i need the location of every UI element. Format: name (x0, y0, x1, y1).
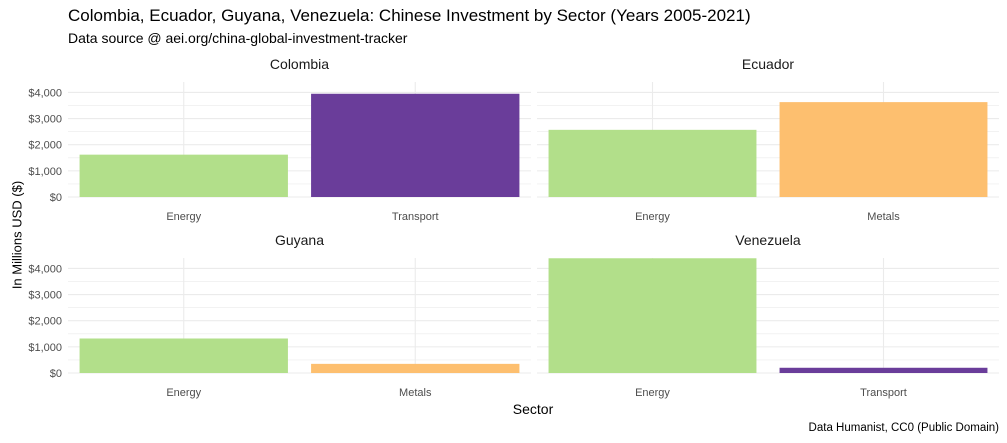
x-tick-label: Energy (166, 387, 201, 399)
x-tick-label: Energy (635, 387, 670, 399)
panel-title-ecuador: Ecuador (742, 56, 794, 72)
panel-guyana: Guyana $0 $1,000 $2,000 $3,000 $4,000 Energy Me… (28, 232, 531, 399)
bar-ecuador-energy (548, 129, 757, 197)
y-tick-label: $3,000 (28, 114, 62, 126)
panel-venezuela: Venezuela Energy Transport (537, 232, 999, 399)
panel-title-guyana: Guyana (275, 232, 324, 248)
panel-title-colombia: Colombia (270, 56, 329, 72)
y-tick-label: $0 (50, 192, 62, 204)
bar-venezuela-energy (548, 258, 757, 373)
x-tick-label: Transport (392, 211, 439, 223)
y-tick-label: $4,000 (28, 87, 62, 99)
x-tick-label: Metals (867, 211, 900, 223)
chart-title: Colombia, Ecuador, Guyana, Venezuela: Ch… (68, 6, 751, 25)
x-tick-label: Energy (635, 211, 670, 223)
panel-title-venezuela: Venezuela (735, 232, 801, 248)
panel-ecuador: Ecuador Energy Metals (537, 56, 999, 223)
x-tick-label: Transport (860, 387, 907, 399)
bar-ecuador-metals (779, 102, 988, 197)
x-axis-label: Sector (512, 401, 554, 417)
y-tick-label: $1,000 (28, 166, 62, 178)
chart-caption: Data Humanist, CC0 (Public Domain) (808, 422, 999, 434)
bar-colombia-transport (311, 93, 520, 197)
y-tick-label: $2,000 (28, 140, 62, 152)
bar-colombia-energy (79, 154, 288, 197)
y-tick-label: $0 (50, 368, 62, 380)
panel-colombia: Colombia $0 $1,000 $2,000 $3,000 $4,000 Energy… (28, 56, 531, 223)
y-tick-label: $2,000 (28, 316, 62, 328)
bar-guyana-energy (79, 338, 288, 373)
y-tick-label: $3,000 (28, 290, 62, 302)
x-tick-label: Metals (399, 387, 432, 399)
x-tick-label: Energy (166, 211, 201, 223)
y-tick-label: $4,000 (28, 263, 62, 275)
y-tick-label: $1,000 (28, 342, 62, 354)
bar-venezuela-transport (779, 367, 988, 373)
chart-subtitle: Data source @ aei.org/china-global-inves… (68, 30, 408, 46)
bar-guyana-metals (311, 363, 520, 373)
